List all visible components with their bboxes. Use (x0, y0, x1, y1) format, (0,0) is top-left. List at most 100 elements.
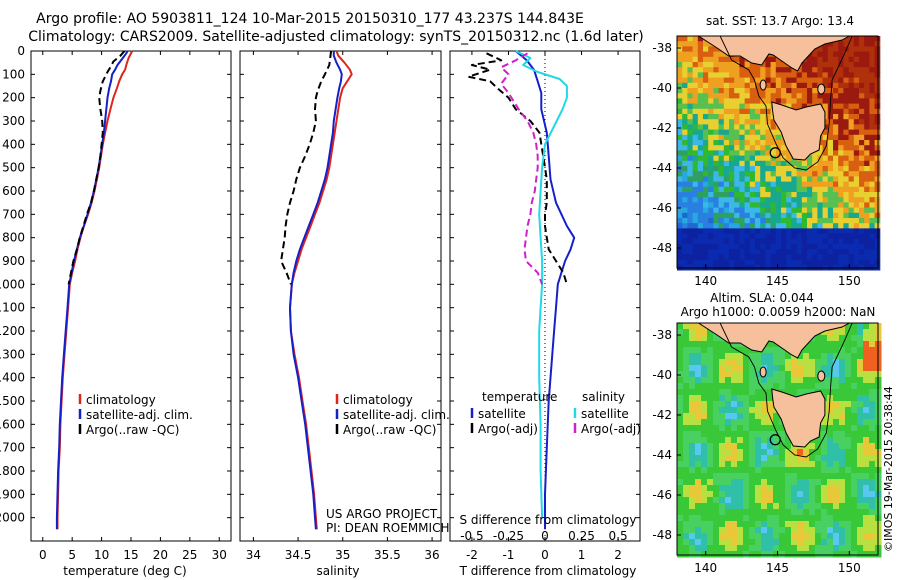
map-cell (703, 207, 709, 214)
map-cell (853, 62, 860, 68)
map-cell (874, 62, 881, 68)
credit-line2: PI: DEAN ROEMMICH (326, 521, 449, 535)
map-cell (827, 129, 834, 136)
map-cell (697, 155, 704, 162)
map-cell (677, 46, 683, 53)
map-cell (749, 134, 756, 141)
map-cell (809, 467, 816, 474)
map-cell (797, 509, 804, 516)
map-cell (744, 197, 751, 203)
map-cell (791, 533, 798, 540)
map-cell (677, 371, 684, 378)
map-cell (723, 119, 730, 125)
map-cell (817, 223, 824, 229)
map-cell (707, 491, 714, 498)
map-cell (760, 244, 766, 250)
map-cell (708, 51, 714, 58)
map-cell (767, 503, 774, 510)
map-cell (703, 197, 709, 203)
map-cell (723, 145, 730, 151)
map-cell (725, 485, 732, 492)
map-cell (689, 473, 696, 480)
map-cell (779, 359, 786, 366)
map-cell (739, 155, 746, 162)
map-cell (781, 181, 787, 188)
map-cell (770, 202, 777, 209)
map-cell (687, 197, 694, 203)
map-cell (739, 82, 746, 89)
map-cell (708, 56, 714, 63)
map-cell (827, 82, 834, 89)
map-cell (765, 181, 772, 188)
map-cell (755, 62, 761, 68)
map-cell (857, 335, 864, 342)
map-cell (683, 461, 690, 468)
map-cell (713, 56, 720, 63)
map-cell (718, 108, 725, 115)
map-cell (781, 218, 787, 224)
map-cell (851, 455, 858, 462)
map-cell (687, 119, 694, 125)
map-cell (692, 192, 699, 198)
map-cell (729, 233, 735, 240)
map-cell (779, 431, 786, 438)
map-cell (869, 521, 876, 528)
map-cell (749, 479, 756, 486)
map-cell (821, 485, 828, 492)
map-cell (822, 233, 829, 240)
map-cell (723, 171, 730, 177)
map-cell (857, 359, 864, 366)
map-cell (718, 134, 725, 141)
y-tick-label: 700 (2, 207, 25, 221)
map-cell (796, 207, 803, 214)
map-cell (765, 150, 772, 157)
map-cell (803, 377, 810, 384)
map-cell (744, 134, 751, 141)
map-cell (701, 347, 708, 354)
map-cell (703, 93, 709, 99)
map-cell (695, 359, 702, 366)
map-cell (817, 176, 824, 183)
map-cell (731, 341, 738, 348)
map-cell (833, 515, 840, 522)
map-cell (833, 186, 839, 193)
map-cell (827, 238, 834, 245)
map-cell (817, 259, 824, 266)
map-cell (719, 347, 726, 354)
map-cell (822, 93, 829, 99)
map-cell (827, 207, 834, 214)
map-cell (703, 124, 709, 131)
map-cell (683, 431, 690, 438)
map-cell (843, 140, 850, 146)
map-cell (761, 437, 768, 444)
map-cell (744, 77, 751, 84)
map-cell (817, 233, 824, 240)
map-cell (697, 51, 704, 58)
map-cell (801, 98, 808, 105)
map-cell (839, 401, 846, 408)
map-cell (682, 108, 688, 115)
map-cell (713, 244, 720, 250)
map-cell (797, 473, 804, 480)
map-cell (708, 114, 714, 120)
map-cell (708, 72, 714, 79)
map-cell (843, 36, 850, 42)
map-cell (821, 383, 828, 390)
map-cell (692, 124, 699, 131)
map-cell (731, 443, 738, 450)
map-cell (692, 93, 699, 99)
map-cell (859, 56, 865, 63)
map-cell (857, 413, 864, 420)
x-tick-label: 25 (182, 548, 197, 562)
x-tick-label: 145 (766, 274, 789, 288)
map-cell (687, 41, 694, 47)
map-cell (848, 77, 855, 84)
map-cell (737, 461, 744, 468)
map-cell (739, 181, 746, 188)
map-cell (863, 545, 870, 552)
map-cell (827, 176, 834, 183)
map-cell (765, 166, 772, 172)
map-cell (734, 228, 740, 235)
map-cell (734, 140, 740, 146)
map-cell (797, 377, 804, 384)
